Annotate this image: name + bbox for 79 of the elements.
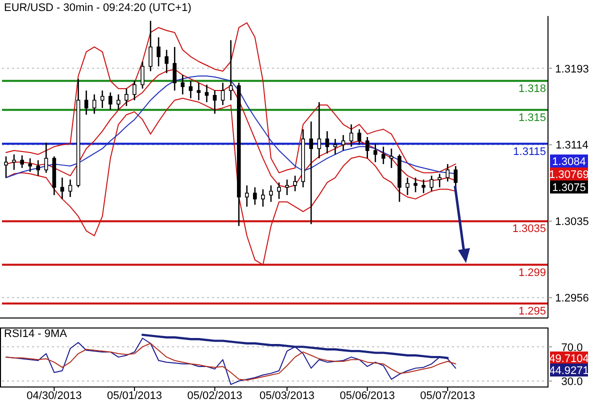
candlestick (108, 92, 112, 111)
candlestick (406, 176, 410, 196)
candlestick (12, 154, 16, 171)
candlestick (438, 173, 442, 188)
y-tick-label: 1.3114 (556, 140, 588, 152)
candlestick (140, 60, 144, 90)
candlestick (357, 128, 362, 146)
candlestick (349, 124, 354, 148)
candlestick (317, 101, 322, 159)
x-tick-label: 04/30/2013 (26, 390, 82, 400)
candlestick (84, 90, 88, 116)
candlestick (253, 186, 257, 206)
ref-line-label: 1.295 (518, 305, 546, 318)
line-series (141, 334, 449, 360)
candlestick (309, 120, 314, 225)
candlestick (196, 82, 201, 101)
candlestick (422, 178, 426, 194)
text: 1.30769 (549, 169, 589, 181)
chart-title: EUR/USD - 30min - 09:24:20 (UTC+1) (4, 2, 192, 14)
candlestick (36, 160, 40, 176)
candlestick (116, 94, 120, 111)
candlestick (285, 178, 289, 196)
candlestick (44, 142, 48, 174)
text: 1.3075 (552, 182, 586, 194)
candlestick (365, 136, 370, 159)
x-tick-label: 05/02/2013 (187, 390, 242, 400)
candlestick (100, 90, 104, 109)
text: 1.3084 (552, 156, 586, 168)
line-series (6, 22, 456, 174)
candlestick (228, 40, 233, 101)
candlestick (60, 176, 64, 200)
candlestick (92, 94, 96, 114)
candlestick (333, 138, 338, 156)
candlestick (148, 20, 152, 72)
candlestick (293, 175, 297, 192)
ref-line-label: 1.3035 (512, 223, 546, 236)
candlestick (188, 80, 193, 99)
candlestick (454, 165, 458, 188)
x-tick-label: 05/01/2013 (106, 390, 162, 400)
ref-line-label: 1.315 (518, 112, 546, 124)
y-tick-label: 70.0 (561, 342, 583, 354)
candlestick (180, 74, 185, 96)
chart-title: RSI14 - 9MA (4, 328, 68, 340)
candlestick (390, 148, 394, 169)
candlestick (244, 184, 249, 208)
x-tick-label: 05/07/2013 (420, 390, 476, 400)
candlestick (373, 143, 378, 163)
candlestick (124, 88, 128, 107)
y-tick-label: 1.2956 (555, 292, 589, 305)
candlestick (132, 80, 136, 101)
candlestick (28, 158, 32, 172)
candlestick (269, 184, 273, 202)
candlestick (156, 36, 160, 67)
candlestick (381, 146, 386, 165)
ref-line-label: 1.318 (518, 82, 546, 95)
text: 49.7104 (549, 353, 589, 365)
candlestick (20, 154, 24, 169)
candlestick (341, 134, 346, 152)
x-tick-label: 05/03/2013 (260, 390, 315, 400)
candlestick (277, 182, 281, 200)
text: 44.9271 (549, 365, 589, 377)
candlestick (68, 178, 72, 198)
candlestick (172, 46, 177, 92)
x-tick-label: 05/06/2013 (340, 390, 395, 400)
candlestick (430, 175, 434, 192)
y-tick-label: 1.3035 (555, 216, 589, 228)
ref-line-label: 1.3115 (513, 146, 546, 158)
candlestick (212, 90, 217, 114)
y-tick-label: 30.0 (561, 376, 583, 388)
candlestick (414, 176, 418, 193)
candlestick (220, 82, 225, 106)
candlestick (4, 156, 8, 178)
candlestick (204, 84, 209, 103)
y-tick-label: 1.3193 (555, 63, 589, 76)
candlestick (164, 49, 169, 74)
candlestick (261, 188, 265, 208)
candlestick (325, 130, 330, 154)
ref-line-label: 1.299 (518, 266, 546, 279)
candlestick (446, 163, 450, 182)
